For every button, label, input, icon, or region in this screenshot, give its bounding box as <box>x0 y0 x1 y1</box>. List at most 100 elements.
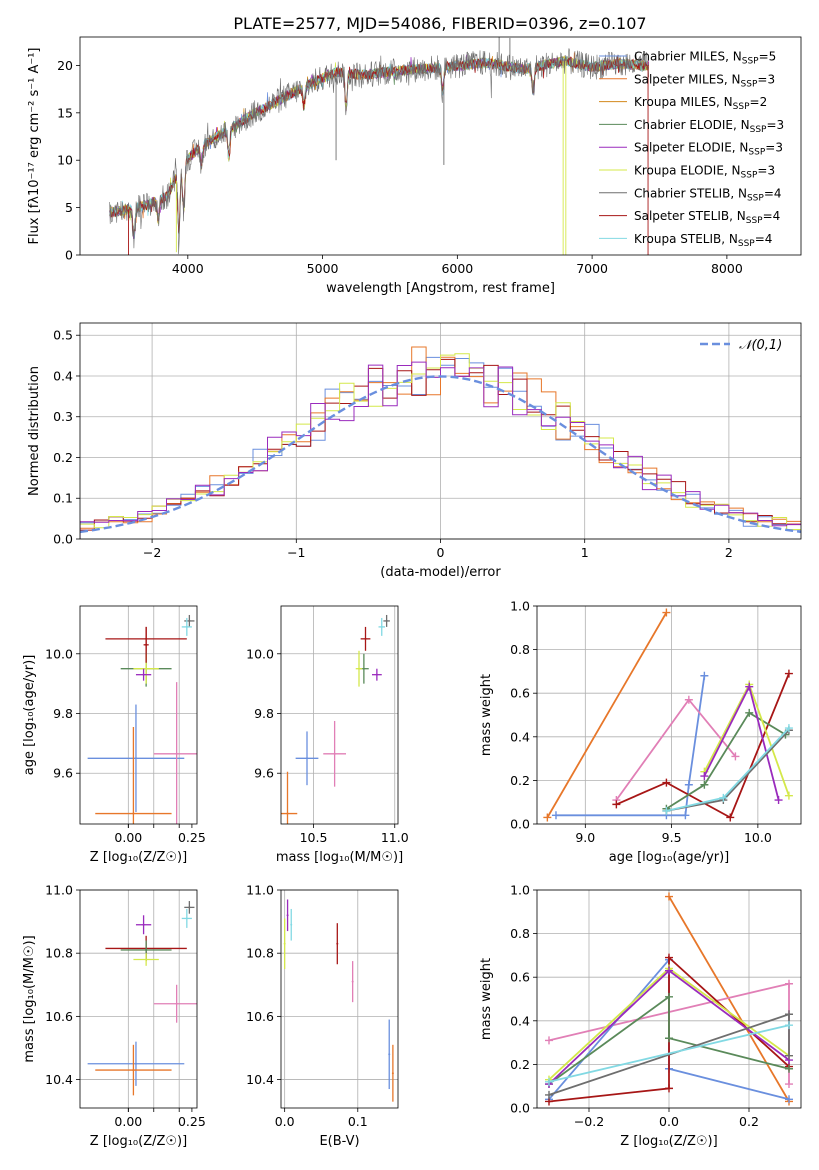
plus-marker <box>545 1036 553 1045</box>
legend-label-suffix: =4 <box>755 232 773 246</box>
plus-marker <box>545 1077 553 1086</box>
y-axis-label: Normed distribution <box>27 366 42 496</box>
legend-label-main: Chabrier STELIB, N <box>634 186 747 200</box>
x-tick-label: 0.25 <box>178 830 206 845</box>
x-tick-label: 9.5 <box>662 830 682 845</box>
x-tick-label: 10.0 <box>744 830 772 845</box>
x-tick-label: 0.25 <box>178 1114 206 1129</box>
y-tick-label: 9.6 <box>53 766 73 781</box>
y-tick-label: 0.0 <box>510 1101 530 1116</box>
legend-entry-label: Salpeter ELODIE, NSSP=3 <box>634 141 783 158</box>
legend-label-subscript: SSP <box>746 216 763 226</box>
x-axis-label: E(B-V) <box>319 1134 359 1149</box>
legend-entry-label: Kroupa ELODIE, NSSP=3 <box>634 164 775 181</box>
y-tick-label: 0.4 <box>53 368 73 383</box>
y-tick-label: 9.8 <box>53 706 73 721</box>
legend-label-main: Kroupa MILES, N <box>634 95 733 109</box>
legend-label-main: Chabrier ELODIE, N <box>634 118 750 132</box>
data-point <box>336 942 339 945</box>
x-tick-label: 1 <box>581 545 589 560</box>
plus-marker <box>662 778 671 787</box>
legend-entry-label: Chabrier MILES, NSSP=5 <box>634 50 776 67</box>
plus-marker <box>719 793 728 802</box>
data-point <box>145 667 148 670</box>
series-line <box>556 675 706 817</box>
plot-area <box>545 892 793 1106</box>
y-axis-label: Flux [fλ10⁻¹⁷ erg cm⁻² s⁻¹ A⁻¹] <box>27 48 42 245</box>
mass-weight-vs-age-panel: 9.0 9.5 10.0 0.0 0.2 0.4 0.6 0.8 1.0 age [log₁₀(a… <box>479 599 802 865</box>
plus-marker <box>785 979 793 988</box>
data-point <box>132 1069 135 1072</box>
x-tick-label: 0.00 <box>114 1114 142 1129</box>
x-tick-label: 0.1 <box>348 1114 368 1129</box>
data-point <box>188 619 191 622</box>
x-axis-label: wavelength [Angstrom, rest frame] <box>326 281 555 296</box>
y-tick-label: 0.0 <box>53 532 73 547</box>
data-point <box>388 1053 391 1056</box>
x-axis-label: Z [log₁₀(Z/Z☉)] <box>90 1134 187 1149</box>
plus-marker <box>662 806 671 815</box>
data-point <box>132 812 135 815</box>
y-tick-label: 9.6 <box>254 766 274 781</box>
legend-label-suffix: =5 <box>759 50 777 64</box>
legend-label-subscript: SSP <box>733 102 750 112</box>
y-tick-label: 0.4 <box>510 729 530 744</box>
legend-entry-label: Chabrier STELIB, NSSP=4 <box>634 186 782 203</box>
y-tick-label: 10.8 <box>246 946 274 961</box>
plus-marker <box>784 724 793 733</box>
data-point <box>306 757 308 760</box>
axes: 0.00 0.25 10.4 10.6 10.8 11.0 Z [log₁₀(Z/Z☉)] m… <box>22 883 206 1150</box>
data-point <box>391 1072 394 1075</box>
grid-lines <box>281 889 398 1108</box>
plus-marker <box>665 892 673 901</box>
data-point <box>380 625 383 628</box>
axes-frame <box>79 889 198 1109</box>
legend-label-suffix: =3 <box>766 118 784 132</box>
plot-area <box>281 614 390 824</box>
legend-label-suffix: =2 <box>750 95 768 109</box>
data-point <box>134 757 137 760</box>
plus-marker <box>774 796 783 805</box>
series-line <box>668 896 790 1102</box>
series-line <box>703 684 780 801</box>
x-tick-label: 11.0 <box>381 830 409 845</box>
mass-vs-ebv-panel: 0.0 0.1 10.4 10.6 10.8 11.0 E(B-V) <box>246 883 399 1149</box>
plus-marker <box>665 966 673 975</box>
plus-marker <box>684 780 693 789</box>
y-tick-label: 0.6 <box>510 970 530 985</box>
y-tick-label: 10.6 <box>45 1009 73 1024</box>
y-tick-label: 0 <box>65 248 73 263</box>
plus-marker <box>785 1095 793 1104</box>
x-tick-label: 6000 <box>441 261 473 276</box>
x-tick-label: 0 <box>437 545 445 560</box>
plus-marker <box>745 682 754 691</box>
data-point <box>188 906 191 909</box>
data-point <box>145 643 148 646</box>
legend-entry-label: Kroupa MILES, NSSP=2 <box>634 95 767 112</box>
plus-marker <box>784 669 793 678</box>
spectrum-line-salpeter-miles <box>109 52 650 239</box>
axes-frame <box>79 36 802 256</box>
y-tick-label: 10.8 <box>45 946 73 961</box>
legend-label-subscript: SSP <box>748 148 765 158</box>
axes-frame <box>280 605 399 825</box>
data-point <box>185 625 188 628</box>
legend-entry-label: Chabrier ELODIE, NSSP=3 <box>634 118 784 135</box>
y-tick-label: 20 <box>57 58 73 73</box>
y-tick-label: 0.8 <box>510 926 530 941</box>
residuals-histogram-panel: −2 −1 0 1 2 0.0 0.1 0.2 0.3 0.4 0.5 (data-model)/er… <box>27 322 802 580</box>
y-tick-label: 0.5 <box>53 328 73 343</box>
y-tick-label: 0.2 <box>510 1057 530 1072</box>
legend-label-main: Kroupa ELODIE, N <box>634 164 741 178</box>
x-tick-label: 0.2 <box>739 1114 759 1129</box>
plus-marker <box>785 1010 793 1019</box>
plus-marker <box>543 813 552 822</box>
axes-frame <box>280 889 399 1109</box>
axes-frame <box>536 605 802 825</box>
plot-area <box>80 346 801 539</box>
x-tick-label: 0.00 <box>114 830 142 845</box>
y-tick-label: 0.4 <box>510 1013 530 1028</box>
plus-marker <box>612 800 621 809</box>
legend-label-subscript: SSP <box>741 171 758 181</box>
